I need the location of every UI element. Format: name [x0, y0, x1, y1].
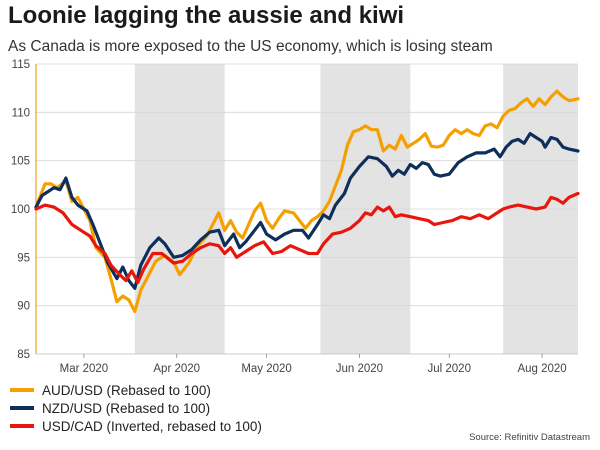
x-tick-label: May 2020 — [241, 363, 292, 375]
y-tick-label: 115 — [12, 59, 30, 71]
page-title: Loonie lagging the aussie and kiwi — [8, 2, 405, 29]
legend-label-nzd: NZD/USD (Rebased to 100) — [42, 400, 211, 416]
line-chart: 85 90 95 100 105 110 115 Mar 2020 Apr 2020 May 2… — [11, 59, 580, 375]
series-lines — [34, 89, 580, 314]
y-tick-label: 95 — [17, 252, 30, 264]
legend-label-aud: AUD/USD (Rebased to 100) — [42, 382, 211, 398]
x-tick-label: Aug 2020 — [517, 363, 566, 375]
source-note: Source: Refinitiv Datastream — [469, 432, 590, 443]
y-tick-label: 100 — [11, 204, 30, 216]
legend-item-nzd: NZD/USD (Rebased to 100) — [10, 399, 262, 417]
y-tick-label: 110 — [12, 107, 30, 119]
page-subtitle: As Canada is more exposed to the US econ… — [8, 38, 493, 55]
y-tick-label: 105 — [11, 156, 30, 168]
legend-swatch-cad — [10, 424, 34, 428]
x-tick-label: Jul 2020 — [427, 363, 470, 375]
legend-item-aud: AUD/USD (Rebased to 100) — [10, 381, 262, 399]
legend-swatch-aud — [10, 388, 34, 392]
legend: AUD/USD (Rebased to 100) NZD/USD (Rebase… — [10, 381, 262, 435]
legend-label-cad: USD/CAD (Inverted, rebased to 100) — [42, 418, 262, 434]
series-line-2 — [34, 191, 580, 285]
x-tick-label: Jun 2020 — [336, 363, 383, 375]
y-axis-ticks: 85 90 95 100 105 110 115 — [11, 59, 30, 361]
y-tick-label: 85 — [17, 349, 30, 361]
x-tick-label: Mar 2020 — [60, 363, 109, 375]
series-line-1 — [34, 132, 580, 290]
x-axis-ticks: Mar 2020 Apr 2020 May 2020 Jun 2020 Jul 2020… — [60, 354, 567, 375]
legend-swatch-nzd — [10, 406, 34, 410]
legend-item-cad: USD/CAD (Inverted, rebased to 100) — [10, 417, 262, 435]
grid-lines — [35, 63, 578, 355]
y-tick-label: 90 — [17, 301, 30, 313]
series-line-0 — [34, 89, 580, 314]
x-tick-label: Apr 2020 — [153, 363, 200, 375]
